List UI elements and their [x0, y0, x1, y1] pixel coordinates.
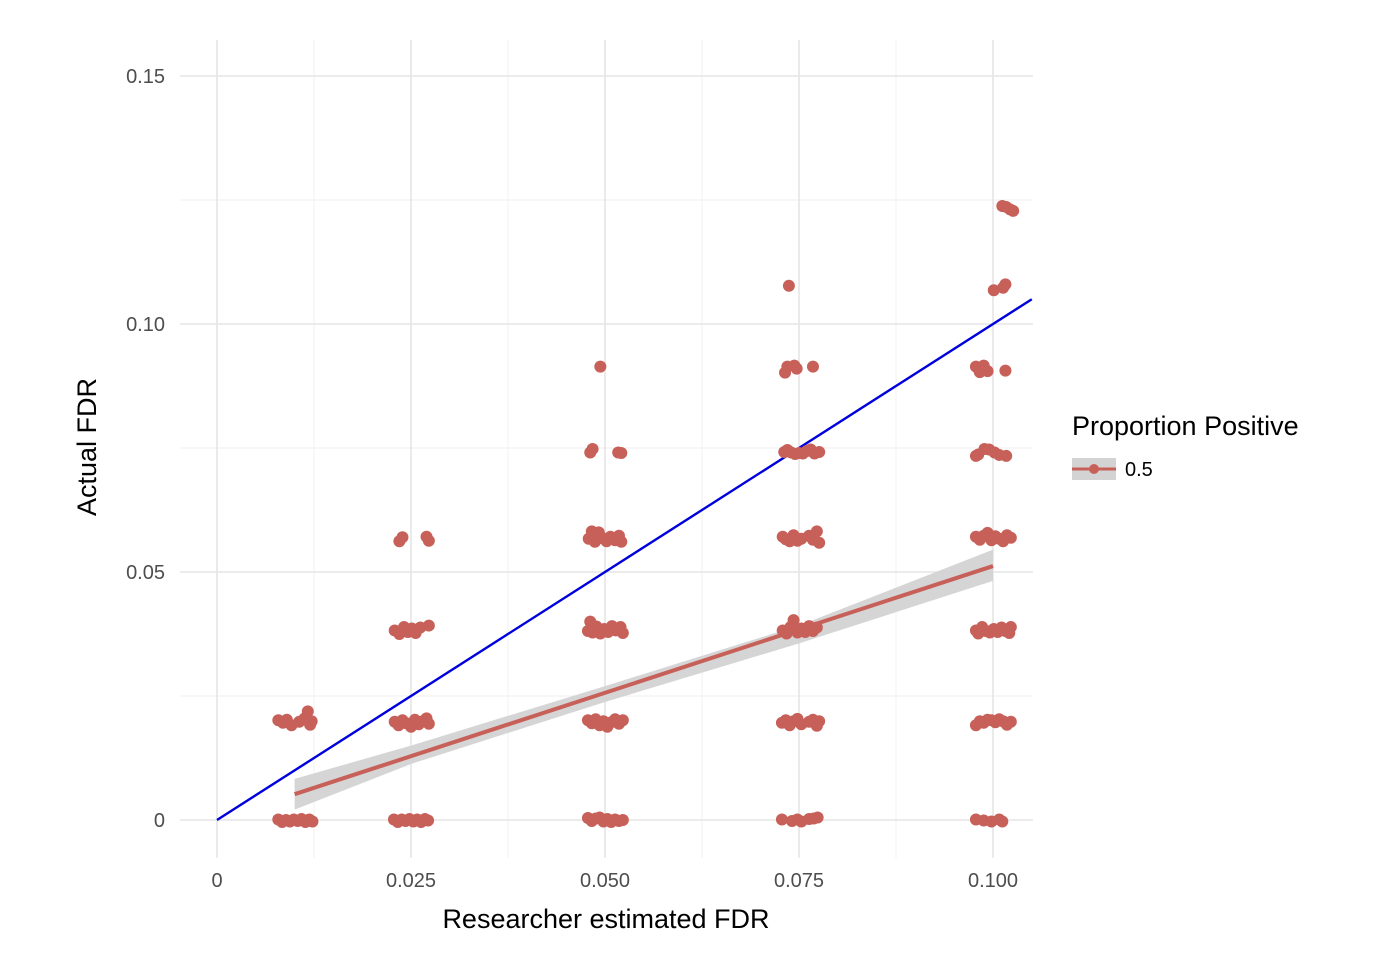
- data-point: [586, 442, 599, 455]
- fit-line-layer: [293, 564, 994, 797]
- identity-line: [216, 298, 1033, 822]
- x-axis-ticks: 0 0.025 0.050 0.075 0.100: [211, 870, 1018, 892]
- data-point: [787, 614, 800, 627]
- data-point: [396, 531, 409, 544]
- identity-line-layer: [216, 298, 1033, 822]
- data-point: [775, 813, 788, 826]
- legend-label: 0.5: [1125, 459, 1153, 481]
- data-point: [616, 714, 629, 727]
- data-point: [1004, 715, 1017, 728]
- x-tick-label: 0.075: [774, 870, 824, 892]
- fit-line: [293, 564, 994, 797]
- data-point: [616, 814, 629, 826]
- y-tick-label: 0: [154, 810, 165, 832]
- data-point: [594, 360, 607, 373]
- legend-key-point: [1089, 464, 1099, 474]
- data-point: [1004, 531, 1017, 544]
- data-point: [422, 814, 435, 827]
- data-point: [999, 278, 1012, 291]
- data-point: [810, 525, 823, 538]
- y-axis-title: Actual FDR: [72, 378, 102, 516]
- data-point: [810, 621, 823, 634]
- x-tick-label: 0.050: [580, 870, 630, 892]
- legend: Proportion Positive 0.5: [1072, 411, 1299, 481]
- data-point: [616, 627, 629, 640]
- data-point: [1007, 204, 1020, 217]
- data-point: [811, 811, 824, 824]
- data-point: [790, 362, 803, 375]
- data-point: [987, 284, 1000, 297]
- data-point: [306, 815, 319, 828]
- data-point: [615, 535, 628, 548]
- data-point: [615, 446, 628, 459]
- data-point: [782, 279, 795, 292]
- legend-title: Proportion Positive: [1072, 411, 1299, 441]
- y-tick-label: 0.10: [126, 314, 165, 336]
- data-point: [422, 619, 435, 632]
- data-point: [1000, 449, 1013, 462]
- y-axis-ticks: 0 0.05 0.10 0.15: [126, 66, 165, 832]
- data-point: [813, 445, 826, 458]
- data-point: [305, 715, 318, 728]
- data-point: [422, 534, 435, 547]
- major-grid: [180, 40, 1033, 858]
- data-point: [1004, 621, 1017, 634]
- x-tick-label: 0.100: [968, 870, 1018, 892]
- x-tick-label: 0: [211, 870, 222, 892]
- data-point: [999, 364, 1012, 377]
- y-tick-label: 0.15: [126, 66, 165, 88]
- data-point: [806, 360, 819, 373]
- x-axis-title: Researcher estimated FDR: [442, 904, 769, 934]
- y-tick-label: 0.05: [126, 562, 165, 584]
- data-point: [813, 536, 826, 549]
- minor-grid: [180, 40, 1033, 858]
- data-point: [996, 815, 1009, 828]
- data-point: [981, 365, 994, 378]
- points-layer: [272, 199, 1020, 828]
- x-tick-label: 0.025: [386, 870, 436, 892]
- data-point: [422, 717, 435, 730]
- data-point: [301, 705, 314, 718]
- data-point: [813, 715, 826, 728]
